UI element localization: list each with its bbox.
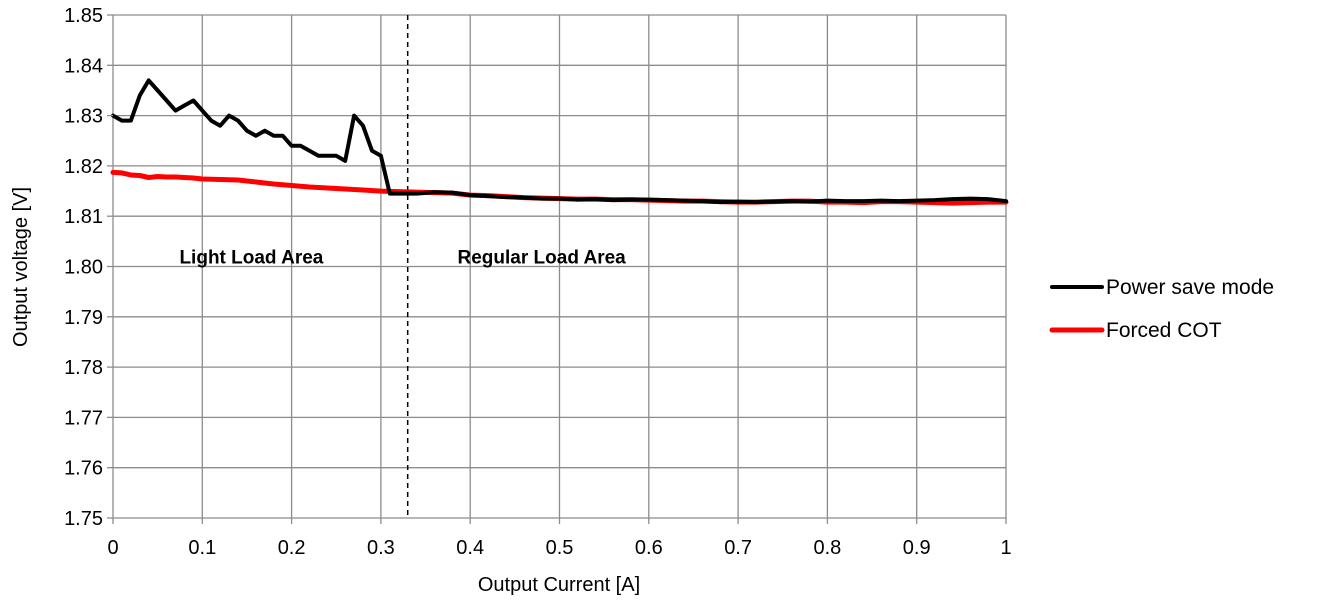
- x-tick-label: 0.9: [903, 537, 931, 559]
- x-tick-label: 0.1: [188, 537, 216, 559]
- y-tick-label: 1.83: [64, 106, 103, 128]
- y-tick-label: 1.79: [64, 307, 103, 329]
- legend-label: Power save mode: [1106, 276, 1274, 299]
- y-tick-label: 1.85: [64, 5, 103, 27]
- y-axis-title: Output voltage [V]: [10, 187, 32, 347]
- axis-layer: 1.75 1.76 1.77 1.78 1.79 1.80 1.81 1.82 1.83 1.84…: [64, 5, 1012, 559]
- grid-layer: [112, 14, 1007, 519]
- x-tick-label: 0.4: [456, 537, 484, 559]
- x-tick-label: 0.7: [724, 537, 752, 559]
- annotation-layer: Light Load Area Regular Load Area: [179, 247, 626, 268]
- y-tick-label: 1.81: [64, 206, 103, 228]
- x-tick-label: 0.2: [278, 537, 306, 559]
- x-tick-label: 0.5: [546, 537, 574, 559]
- y-tick-label: 1.84: [64, 55, 103, 77]
- series-line-power-save-mode: [111, 78, 1008, 205]
- x-tick-label: 0.3: [367, 537, 395, 559]
- x-tick-label: 0: [107, 537, 118, 559]
- series-layer: [110, 78, 1009, 206]
- y-tick-label: 1.75: [64, 508, 103, 530]
- y-tick-label: 1.76: [64, 458, 103, 480]
- annotation-label: Regular Load Area: [458, 247, 627, 268]
- y-tick-label: 1.78: [64, 357, 103, 379]
- x-axis-title: Output Current [A]: [478, 574, 640, 596]
- annotation-label: Light Load Area: [179, 247, 323, 268]
- legend-label: Forced COT: [1106, 319, 1222, 342]
- x-tick-label: 1: [1000, 537, 1011, 559]
- legend: Power save mode Forced COT: [1049, 276, 1274, 342]
- y-tick-label: 1.77: [64, 407, 103, 429]
- y-tick-label: 1.82: [64, 156, 103, 178]
- y-tick-label: 1.80: [64, 257, 103, 279]
- x-tick-label: 0.6: [635, 537, 663, 559]
- x-tick-label: 0.8: [813, 537, 841, 559]
